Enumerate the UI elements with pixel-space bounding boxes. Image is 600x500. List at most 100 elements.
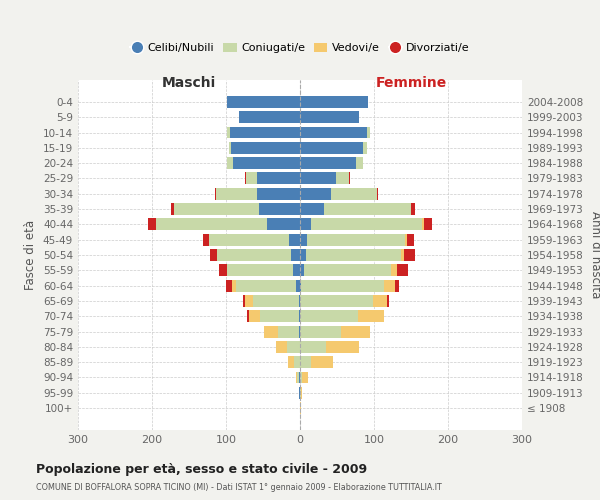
Bar [331,188,377,200]
Bar [391,264,397,276]
Text: Popolazione per età, sesso e stato civile - 2009: Popolazione per età, sesso e stato civil… [36,462,367,475]
Bar [266,218,300,230]
Bar [239,111,300,123]
Bar [304,264,391,276]
Bar [217,188,257,200]
Bar [301,280,385,291]
Bar [278,326,299,338]
Bar [300,249,306,261]
Bar [300,264,304,276]
Bar [358,310,383,322]
Bar [300,203,323,215]
Bar [377,188,379,200]
Text: Femmine: Femmine [376,76,446,90]
Bar [300,372,302,384]
Bar [246,172,257,184]
Bar [232,280,236,291]
Bar [300,280,301,291]
Bar [306,249,401,261]
Bar [300,402,301,414]
Bar [300,356,311,368]
Bar [355,157,363,169]
Bar [227,126,230,138]
Bar [300,295,373,307]
Bar [385,280,395,291]
Bar [265,326,278,338]
Bar [395,280,399,291]
Bar [300,111,359,123]
Bar [210,249,217,261]
Bar [300,172,335,184]
Bar [300,188,331,200]
Bar [300,234,307,245]
Bar [243,295,245,307]
Y-axis label: Fasce di età: Fasce di età [25,220,37,290]
Bar [302,372,308,384]
Bar [291,249,300,261]
Bar [226,280,232,291]
Bar [170,203,174,215]
Bar [307,234,405,245]
Bar [227,157,233,169]
Bar [299,295,300,307]
Bar [233,157,300,169]
Bar [203,234,209,245]
Bar [148,218,156,230]
Bar [323,203,411,215]
Bar [275,341,287,353]
Bar [287,341,300,353]
Bar [300,142,363,154]
Bar [300,96,368,108]
Bar [297,372,299,384]
Bar [300,341,326,353]
Text: Maschi: Maschi [162,76,216,90]
Bar [247,310,249,322]
Bar [257,172,300,184]
Bar [300,326,341,338]
Bar [227,264,293,276]
Bar [227,96,300,108]
Legend: Celibi/Nubili, Coniugati/e, Vedovi/e, Divorziati/e: Celibi/Nubili, Coniugati/e, Vedovi/e, Di… [125,38,475,58]
Bar [300,387,301,399]
Bar [397,264,408,276]
Bar [422,218,424,230]
Bar [388,295,389,307]
Bar [335,172,349,184]
Bar [373,295,388,307]
Bar [349,172,350,184]
Bar [299,310,300,322]
Bar [296,372,297,384]
Bar [288,356,294,368]
Bar [299,326,300,338]
Bar [299,372,300,384]
Bar [289,234,300,245]
Bar [311,356,334,368]
Bar [299,387,300,399]
Bar [296,280,300,291]
Bar [217,249,291,261]
Bar [218,264,227,276]
Bar [363,142,367,154]
Bar [300,310,358,322]
Bar [174,203,259,215]
Bar [424,218,433,230]
Bar [367,126,370,138]
Bar [245,172,246,184]
Bar [156,218,266,230]
Bar [341,326,370,338]
Bar [229,142,231,154]
Bar [215,188,217,200]
Y-axis label: Anni di nascita: Anni di nascita [589,212,600,298]
Bar [230,126,300,138]
Bar [236,280,296,291]
Bar [249,310,260,322]
Bar [245,295,253,307]
Bar [326,341,359,353]
Bar [311,218,422,230]
Bar [301,387,302,399]
Bar [253,295,299,307]
Bar [209,234,289,245]
Bar [294,356,300,368]
Bar [293,264,300,276]
Bar [401,249,404,261]
